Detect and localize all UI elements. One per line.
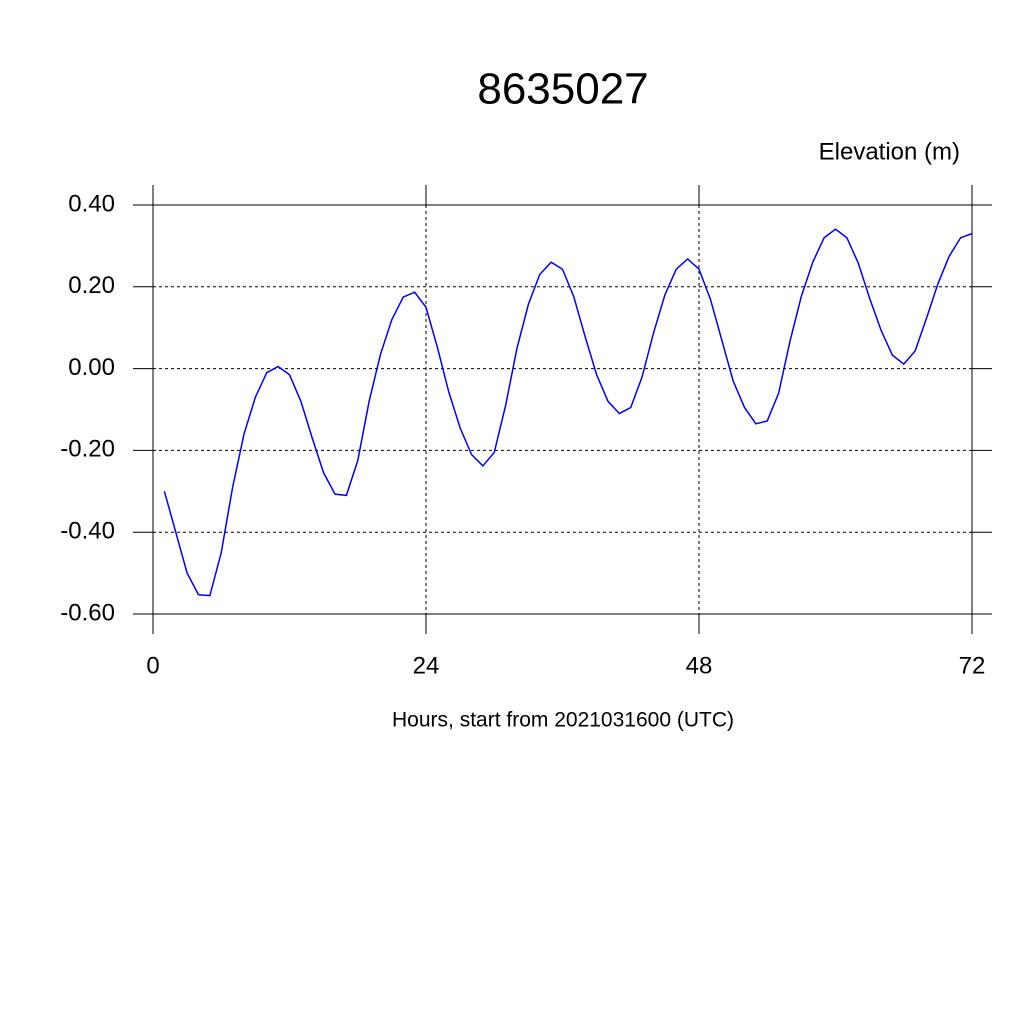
data-line	[163, 228, 973, 597]
x-tick-label: 0	[146, 652, 159, 679]
y-axis-label: Elevation (m)	[819, 138, 960, 165]
y-tick-label: -0.20	[60, 436, 115, 463]
y-tick-label: 0.00	[68, 354, 115, 381]
plot-frame	[152, 204, 973, 615]
chart-title: 8635027	[477, 65, 648, 114]
x-tick-label: 72	[959, 652, 986, 679]
y-tick-label: 0.20	[68, 272, 115, 299]
x-axis-label: Hours, start from 2021031600 (UTC)	[392, 709, 734, 732]
x-tick-label: 48	[686, 652, 713, 679]
y-tick-label: -0.60	[60, 599, 115, 626]
y-tick-label: 0.40	[68, 190, 115, 217]
y-tick-label: -0.40	[60, 518, 115, 545]
x-tick-label: 24	[413, 652, 440, 679]
